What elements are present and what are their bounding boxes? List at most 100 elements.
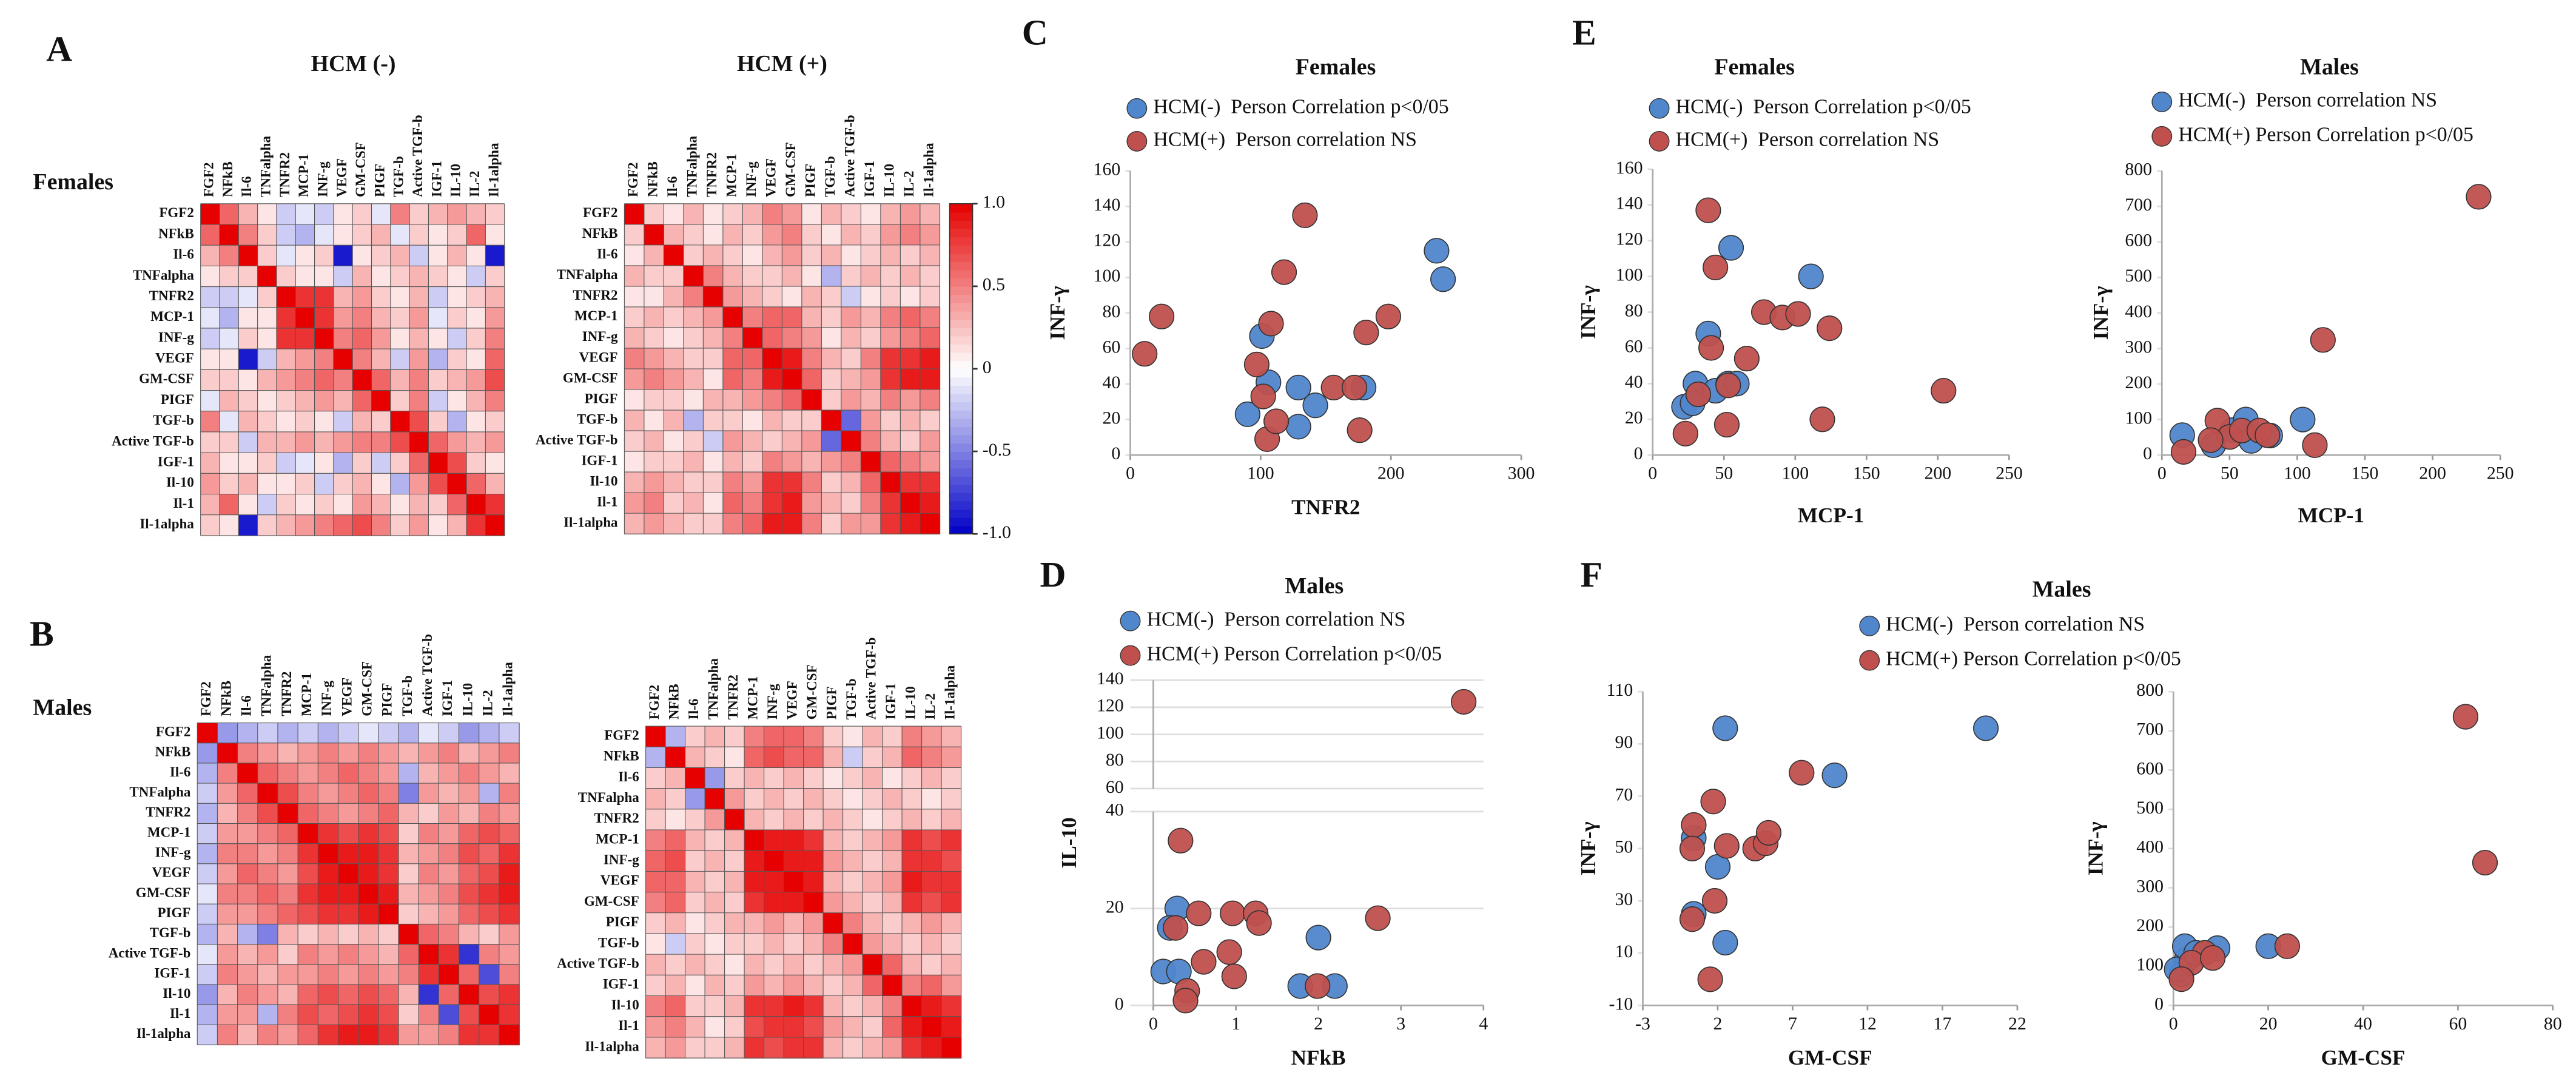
heatmap-cell [724, 975, 745, 997]
heatmap-cell [744, 995, 765, 1017]
heatmap-cell [863, 747, 883, 769]
heatmap-cell [419, 964, 440, 985]
row-label: Il-10 [163, 985, 190, 1001]
heatmap-cell [499, 964, 520, 985]
heatmap-cell [237, 823, 258, 844]
y-tick-label: 80 [1106, 750, 1124, 770]
heatmap-cell [685, 912, 705, 934]
heatmap-cell [459, 843, 480, 864]
heatmap-cell [276, 431, 297, 453]
heatmap-cell [762, 493, 783, 514]
heatmap-cell [882, 1016, 903, 1038]
heatmap-cell [784, 871, 804, 893]
heatmap-cell [459, 884, 480, 905]
heatmap-cell [217, 763, 238, 784]
heatmap-cell [782, 286, 802, 308]
y-axis-label: IL-10 [1057, 817, 1081, 868]
heatmap-cell [237, 1025, 258, 1046]
heatmap-cell [705, 788, 725, 810]
column-label: Il-6 [664, 176, 680, 197]
y-tick-label: 200 [2136, 915, 2164, 935]
x-tick-label: 100 [2284, 463, 2311, 483]
heatmap-cell [644, 348, 665, 369]
heatmap-cell [439, 783, 460, 804]
heatmap-cell [644, 244, 665, 266]
heatmap-cell [882, 892, 903, 914]
heatmap-cell [861, 431, 881, 452]
heatmap-cell [358, 823, 379, 844]
heatmap-cell [900, 368, 921, 390]
heatmap-cell [238, 224, 258, 246]
heatmap-cell [724, 850, 745, 872]
heatmap-cell [823, 726, 844, 748]
heatmap-cell [277, 1005, 298, 1026]
heatmap-cell [821, 472, 842, 493]
heatmap-cell [644, 513, 665, 534]
heatmap-cell [744, 850, 765, 872]
x-tick-label: 0 [2169, 1014, 2178, 1034]
heatmap-cell [466, 266, 486, 288]
heatmap-cell [624, 368, 645, 390]
heatmap-cell [841, 224, 862, 246]
heatmap-cell [298, 984, 319, 1005]
heatmap-cell [257, 763, 278, 784]
row-label: TNFR2 [594, 810, 639, 826]
heatmap-cell [333, 245, 353, 267]
panel-label: C [1022, 12, 1048, 52]
heatmap-cell [257, 1025, 278, 1046]
heatmap-cell [499, 1025, 520, 1046]
column-label: GM-CSF [359, 661, 375, 716]
data-point [1341, 374, 1368, 401]
heatmap-cell [665, 788, 686, 810]
row-group-label: Females [33, 169, 113, 195]
heatmap-cell [200, 245, 220, 267]
heatmap-cell [703, 286, 724, 308]
column-label: FGF2 [646, 685, 662, 720]
heatmap-cell [428, 473, 448, 495]
heatmap-cell [744, 809, 765, 830]
heatmap-cell [276, 349, 297, 371]
heatmap-cell [447, 286, 467, 308]
heatmap-cell [399, 863, 419, 884]
heatmap-cell [338, 904, 359, 925]
heatmap-cell [664, 368, 684, 390]
heatmap-cell [703, 203, 724, 225]
heatmap-cell [803, 726, 824, 748]
column-label: INF-g [318, 681, 334, 716]
heatmap-cell [378, 763, 399, 784]
colorbar-step [949, 393, 973, 403]
heatmap-cell [390, 494, 410, 516]
heatmap-cell [439, 803, 460, 824]
heatmap-cell [428, 349, 448, 371]
data-point [1821, 762, 1848, 789]
heatmap-cell [882, 809, 903, 830]
heatmap-cell [459, 904, 480, 925]
heatmap-cell [803, 1016, 824, 1038]
legend-label: HCM(-) Person correlation NS [1886, 613, 2145, 636]
heatmap-cell [685, 975, 705, 997]
colorbar-step [949, 402, 973, 411]
heatmap-cell [764, 954, 784, 976]
heatmap-cell [333, 266, 353, 288]
heatmap-cell [352, 369, 372, 391]
heatmap-cell [257, 411, 277, 433]
heatmap-cell [762, 286, 783, 308]
row-label: PIGF [585, 390, 618, 406]
heatmap-cell [399, 904, 419, 925]
heatmap-cell [664, 244, 684, 266]
heatmap-cell [665, 829, 686, 851]
heatmap-cell [722, 265, 744, 287]
legend-label: HCM(+) Person Correlation p<0/05 [1886, 647, 2181, 670]
heatmap-cell [447, 411, 467, 433]
heatmap-cell [880, 306, 901, 328]
heatmap-cell [217, 783, 238, 804]
data-point [1681, 812, 1707, 838]
heatmap-cell [821, 306, 842, 328]
heatmap-cell [722, 472, 744, 493]
column-label: PIGF [824, 686, 839, 719]
heatmap-cell [298, 1025, 319, 1046]
heatmap-cell [742, 493, 763, 514]
heatmap-cell [314, 349, 334, 371]
heatmap-cell [764, 747, 784, 769]
heatmap-cell [378, 743, 399, 764]
